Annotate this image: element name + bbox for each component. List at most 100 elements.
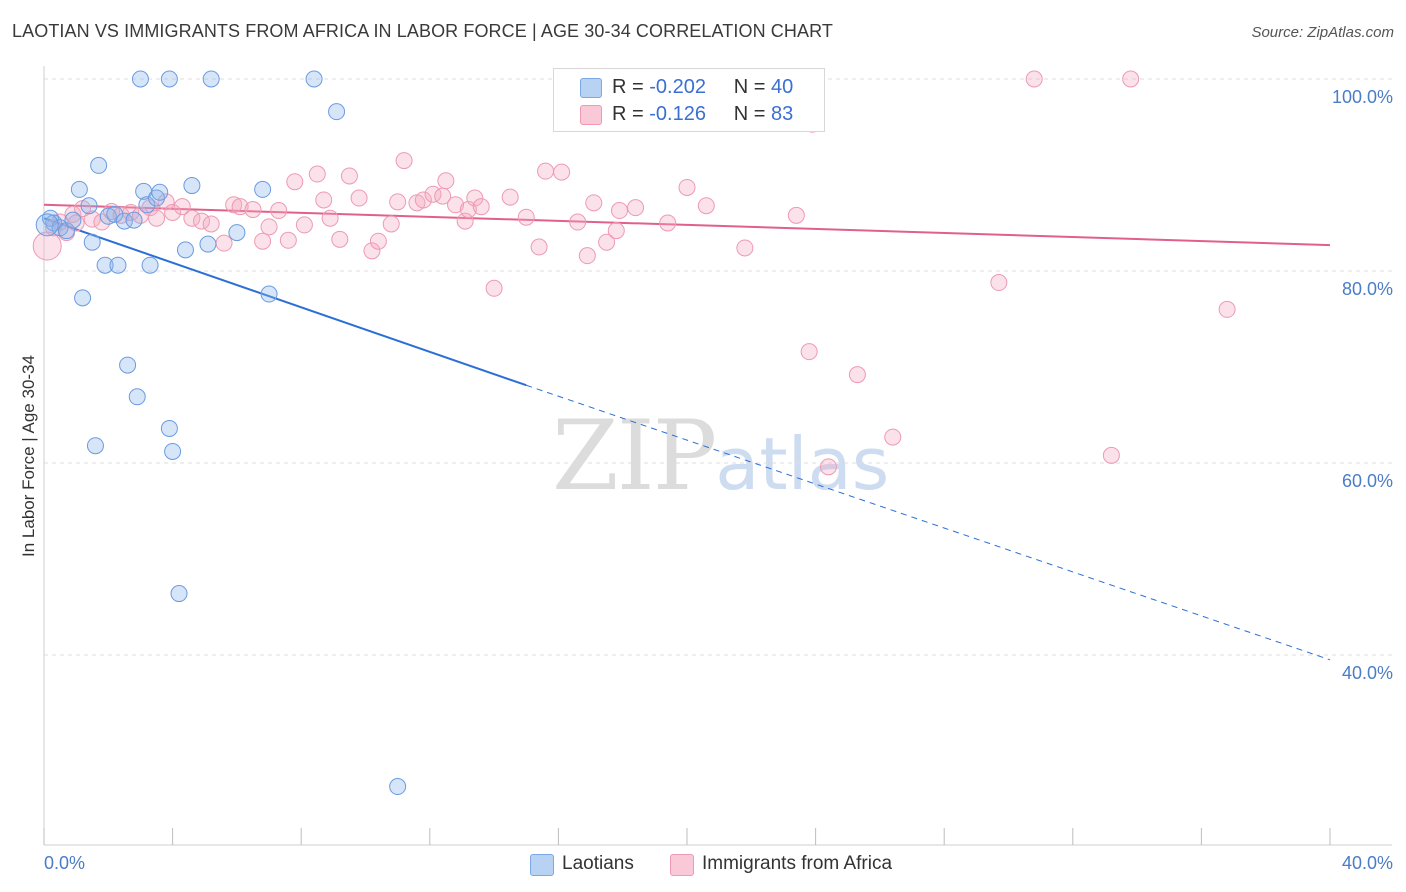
africa-point xyxy=(607,222,625,240)
africa-trend-line xyxy=(43,203,1331,247)
africa-point xyxy=(157,193,175,211)
y-tick-label: 40.0% xyxy=(1342,663,1393,683)
africa-point xyxy=(990,274,1008,292)
n-value: 83 xyxy=(771,103,794,125)
africa-point xyxy=(472,198,490,216)
laotians-point xyxy=(148,189,166,207)
africa-point xyxy=(183,209,201,227)
africa-point xyxy=(369,232,387,250)
africa-point xyxy=(45,219,63,237)
x-tick-label: 0.0% xyxy=(44,853,85,873)
laotians-point xyxy=(58,222,76,240)
africa-point xyxy=(141,199,159,217)
africa-point xyxy=(286,173,304,191)
stats-legend: R = -0.202 N = 40 R = -0.126 N = 83 xyxy=(553,68,825,132)
laotians-point xyxy=(80,197,98,215)
r-label: R = xyxy=(612,76,644,98)
africa-point xyxy=(389,193,407,211)
africa-point xyxy=(331,230,349,248)
africa-point xyxy=(173,198,191,216)
africa-point xyxy=(244,201,262,219)
laotians-point xyxy=(35,213,59,237)
africa-point xyxy=(270,202,288,220)
chart-title: LAOTIAN VS IMMIGRANTS FROM AFRICA IN LAB… xyxy=(12,21,833,41)
africa-point xyxy=(148,209,166,227)
africa-point xyxy=(315,191,333,209)
africa-legend-label: Immigrants from Africa xyxy=(702,853,893,874)
laotians-point xyxy=(170,585,188,603)
n-value: 40 xyxy=(771,76,794,98)
africa-point xyxy=(585,194,603,212)
laotians-trend-line xyxy=(43,217,527,387)
laotians-point xyxy=(160,70,178,88)
africa-swatch xyxy=(580,105,602,125)
laotians-point xyxy=(125,211,143,229)
africa-point xyxy=(437,172,455,190)
africa-point xyxy=(610,202,628,220)
africa-point xyxy=(598,233,616,251)
laotians-point xyxy=(328,103,346,121)
africa-point xyxy=(501,188,519,206)
africa-point xyxy=(1025,70,1043,88)
laotians-point xyxy=(151,183,169,201)
africa-point xyxy=(363,242,381,260)
laotians-point xyxy=(260,285,278,303)
africa-point xyxy=(678,178,696,196)
laotians-point xyxy=(106,205,124,223)
africa-point xyxy=(164,203,182,221)
africa-point xyxy=(517,208,535,226)
africa-point xyxy=(112,206,130,224)
watermark-atlas: atlas xyxy=(715,422,890,506)
africa-point xyxy=(308,165,326,183)
africa-point xyxy=(295,216,313,234)
laotians-point xyxy=(254,180,272,198)
africa-point xyxy=(340,167,358,185)
africa-point xyxy=(627,199,645,217)
laotians-point xyxy=(90,156,108,174)
laotians-legend-swatch xyxy=(530,854,554,876)
africa-point xyxy=(697,197,715,215)
laotians-point xyxy=(96,256,114,274)
trend-lines xyxy=(43,203,1331,661)
y-tick-label: 60.0% xyxy=(1342,471,1393,491)
n-label: N = xyxy=(733,76,766,98)
africa-point xyxy=(848,366,866,384)
africa-point xyxy=(578,247,596,265)
laotians-point xyxy=(164,442,182,460)
laotians-point xyxy=(99,207,117,225)
legend-row-africa-text: R = -0.126 N = 83 xyxy=(612,103,793,126)
africa-point xyxy=(215,234,233,252)
laotians-point xyxy=(64,211,82,229)
watermark-zip: ZIP xyxy=(552,400,717,512)
africa-point xyxy=(202,215,220,233)
africa-point xyxy=(64,205,82,223)
laotians-point xyxy=(70,180,88,198)
laotians-point xyxy=(202,70,220,88)
r-value: -0.202 xyxy=(649,76,706,98)
laotians-point xyxy=(228,224,246,242)
x-tick-label: 40.0% xyxy=(1342,853,1393,873)
n-label: N = xyxy=(733,103,766,125)
africa-point xyxy=(279,231,297,249)
africa-point xyxy=(321,209,339,227)
laotians-point xyxy=(74,289,92,307)
watermark: ZIPatlas xyxy=(552,400,889,512)
africa-point xyxy=(1102,446,1120,464)
gridlines xyxy=(44,78,1392,656)
laotians-point xyxy=(83,233,101,251)
laotians-point xyxy=(183,177,201,195)
r-label: R = xyxy=(612,103,644,125)
africa-point xyxy=(83,210,101,228)
laotians-point xyxy=(131,70,149,88)
africa-point xyxy=(530,238,548,256)
laotians-legend-label: Laotians xyxy=(562,853,634,874)
africa-point xyxy=(485,279,503,297)
africa-point xyxy=(260,218,278,236)
africa-point xyxy=(350,189,368,207)
legend-row-laotians-text: R = -0.202 N = 40 xyxy=(612,76,793,99)
africa-point xyxy=(225,196,243,214)
africa-legend-swatch xyxy=(670,854,694,876)
laotians-point xyxy=(141,256,159,274)
africa-point xyxy=(553,163,571,181)
y-axis-label: In Labor Force | Age 30-34 xyxy=(19,355,38,557)
